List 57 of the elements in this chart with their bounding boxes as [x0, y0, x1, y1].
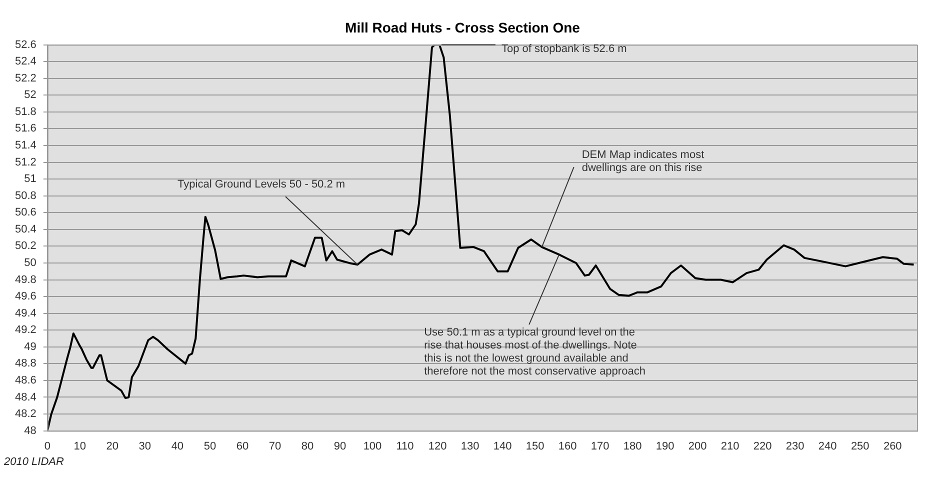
y-tick-label: 51.2: [14, 156, 36, 168]
x-tick-label: 100: [363, 440, 382, 452]
y-tick-label: 49: [24, 340, 36, 353]
x-tick-label: 190: [656, 440, 674, 452]
x-tick-label: 50: [204, 440, 216, 452]
y-tick-label: 51.8: [14, 106, 36, 118]
y-tick-label: 48.4: [14, 391, 36, 404]
y-tick-label: 50.2: [14, 240, 36, 252]
x-tick-label: 120: [428, 440, 447, 452]
x-tick-label: 80: [301, 440, 314, 452]
y-tick-label: 49.8: [14, 274, 36, 286]
y-tick-label: 52.4: [14, 56, 36, 68]
y-tick-label: 49.4: [14, 307, 36, 320]
x-tick-label: 160: [558, 440, 577, 452]
x-tick-label: 220: [753, 440, 772, 452]
y-tick-label: 50.6: [14, 206, 36, 219]
x-tick-label: 0: [44, 440, 50, 452]
x-tick-label: 130: [460, 440, 480, 452]
x-tick-label: 140: [493, 440, 512, 452]
y-tick-label: 49.2: [14, 324, 36, 336]
x-tick-label: 180: [623, 440, 642, 452]
y-tick-label: 52: [24, 89, 36, 102]
annotation: DEM Map indicates most dwellings are on this rise: [582, 149, 704, 174]
x-tick-label: 60: [236, 440, 249, 452]
x-tick-label: 30: [138, 440, 152, 452]
y-tick-label: 48.2: [14, 408, 36, 420]
chart-title: Mill Road Huts - Cross Section One: [345, 19, 580, 36]
x-tick-label: 10: [74, 440, 86, 452]
x-tick-label: 70: [268, 440, 282, 452]
y-tick-label: 51: [24, 173, 36, 186]
x-tick-label: 240: [818, 440, 837, 452]
annotation: Use 50.1 m as a typical ground level on the rise that houses most of the dwellings. Note this is not the lowest ground available and therefore not the most conservative approach: [424, 326, 646, 378]
text: 2010 LIDAR: [3, 456, 64, 468]
y-tick-label: 49.6: [14, 290, 36, 303]
x-tick-label: 170: [590, 440, 610, 452]
y-tick-label: 52.6: [14, 38, 36, 51]
x-tick-label: 90: [334, 440, 346, 452]
y-tick-label: 50.8: [14, 190, 36, 202]
y-tick-label: 51.4: [14, 140, 36, 152]
y-tick-label: 48.6: [14, 374, 36, 386]
y-tick-label: 50: [24, 257, 36, 270]
x-tick-label: 260: [883, 440, 902, 452]
y-tick-label: 48: [24, 424, 36, 437]
annotation: Top of stopbank is 52.6 m: [501, 42, 627, 55]
x-tick-label: 210: [720, 440, 740, 452]
y-tick-label: 48.8: [14, 358, 36, 370]
x-tick-label: 40: [171, 440, 184, 452]
annotation: Typical Ground Levels 50 - 50.2 m: [178, 178, 346, 191]
x-tick-label: 230: [786, 440, 804, 452]
x-tick-label: 110: [396, 440, 414, 452]
x-tick-label: 250: [850, 440, 870, 452]
y-tick-label: 50.4: [14, 223, 36, 236]
x-tick-label: 200: [688, 440, 707, 452]
y-tick-label: 52.2: [14, 72, 36, 84]
y-tick-label: 51.6: [14, 122, 36, 135]
x-tick-label: 150: [526, 440, 544, 452]
x-tick-label: 20: [106, 440, 119, 452]
